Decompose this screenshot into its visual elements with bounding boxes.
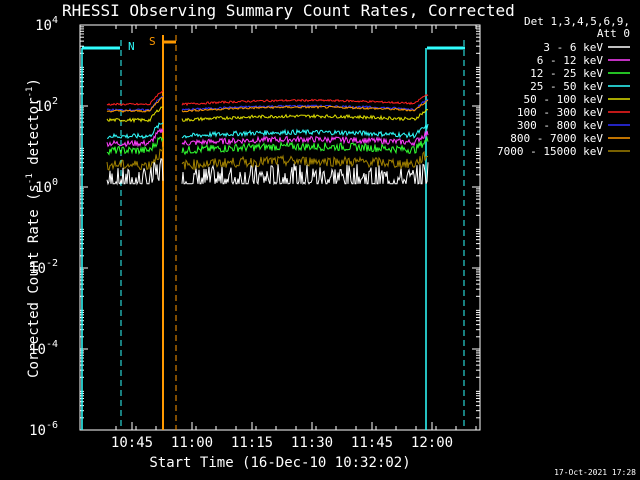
y-tick-label: 10-2 [29, 258, 58, 277]
y-axis-label: Corrected Count Rate (s-1 detector-1) [25, 78, 42, 378]
series-line-2-seg-0 [106, 136, 164, 156]
svg-text:Corrected Count Rate (s-1 dete: Corrected Count Rate (s-1 detector-1) [25, 78, 42, 378]
saa-label: S [149, 35, 156, 48]
x-tick-label: 11:45 [351, 435, 393, 451]
series-line-8-seg-0 [106, 146, 164, 171]
legend-label: 3 - 6 keV [543, 41, 603, 54]
x-axis: 10:45 11:00 11:15 11:30 11:45 12:00 [111, 25, 477, 451]
y-tick-label: 10-4 [29, 339, 58, 358]
legend-header-1: Det 1,3,4,5,6,9, [524, 15, 630, 28]
series-line-2-seg-1 [181, 135, 429, 156]
y-tick-label: 100 [35, 177, 58, 196]
series-line-7-seg-0 [106, 96, 164, 113]
legend-label: 25 - 50 keV [530, 80, 603, 93]
plot-frame [79, 24, 481, 431]
legend-header-2: Att 0 [597, 27, 630, 40]
y-label-part-3: ) [26, 78, 42, 86]
series-line-4-seg-1 [181, 109, 429, 122]
series-line-1-seg-0 [106, 127, 164, 148]
legend-label: 50 - 100 keV [524, 93, 604, 106]
series-line-3-seg-0 [107, 122, 164, 140]
y-axis: 104 102 100 10-2 10-4 10-6 [29, 15, 480, 439]
series-line-3-seg-1 [181, 123, 429, 139]
legend-label: 800 - 7000 keV [510, 132, 603, 145]
x-tick-label: 12:00 [411, 435, 453, 451]
y-tick-label: 102 [35, 96, 58, 115]
series-line-4-seg-0 [106, 106, 164, 124]
y-tick-label: 10-6 [29, 420, 58, 439]
y-label-part-2: detector [26, 97, 42, 173]
y-label-sup-1: -1 [25, 173, 35, 184]
y-label-part-1: Corrected Count Rate (s [26, 184, 42, 378]
chart-title: RHESSI Observing Summary Count Rates, Co… [62, 1, 515, 20]
y-label-sup-2: -1 [25, 87, 35, 98]
series-line-0-seg-1 [181, 162, 429, 186]
night-label: N [128, 40, 135, 53]
series-line-5-seg-1 [181, 94, 429, 107]
timestamp: 17-Oct-2021 17:28 [554, 468, 636, 477]
series-line-5-seg-0 [106, 90, 164, 106]
legend-label: 7000 - 15000 keV [497, 145, 603, 158]
legend-label: 300 - 800 keV [517, 119, 603, 132]
x-tick-label: 11:15 [231, 435, 273, 451]
series-line-8-seg-1 [181, 150, 429, 171]
series-line-1-seg-1 [181, 130, 429, 148]
y-tick-label: 104 [35, 15, 58, 34]
x-tick-label: 11:30 [291, 435, 333, 451]
series-line-7-seg-1 [181, 99, 429, 113]
series-line-0-seg-0 [106, 158, 164, 186]
legend-label: 100 - 300 keV [517, 106, 603, 119]
legend-label: 12 - 25 keV [530, 67, 603, 80]
series-group [106, 90, 429, 186]
x-tick-label: 11:00 [171, 435, 213, 451]
x-tick-label: 10:45 [111, 435, 153, 451]
x-axis-label: Start Time (16-Dec-10 10:32:02) [149, 455, 410, 471]
legend-label: 6 - 12 keV [537, 54, 604, 67]
